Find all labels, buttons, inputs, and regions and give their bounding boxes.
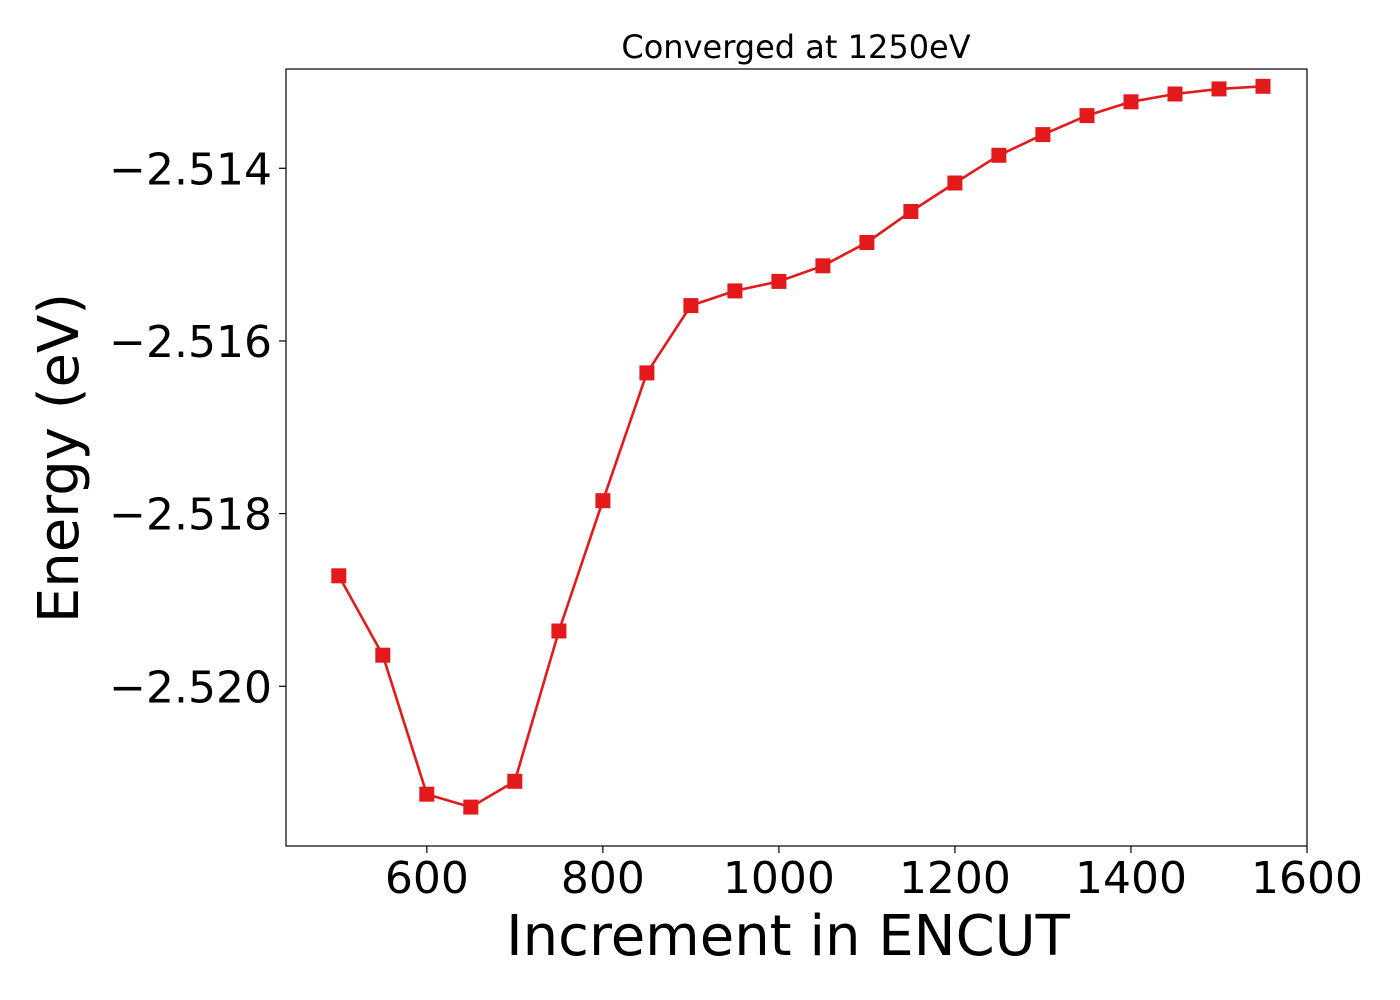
data-point-marker [1211,81,1227,97]
y-tick-label: −2.516 [109,317,272,368]
chart-title: Converged at 1250eV [621,28,970,66]
data-point-marker [859,235,875,250]
plot-area: 600 800 1000 1200 1400 1600 −2.514 −2.516 −2.518… [109,68,1363,904]
data-point-marker [815,258,831,274]
data-point-marker [331,568,347,584]
x-tick-label: 800 [561,853,645,904]
data-point-marker [991,147,1007,163]
data-point-marker [1167,86,1183,102]
data-point-marker [1035,127,1051,143]
data-point-marker [1123,94,1139,110]
data-point-marker [903,204,919,219]
data-point-marker [727,283,743,299]
data-point-marker [507,773,523,789]
data-point-marker [463,799,479,815]
plot-frame [285,68,1308,847]
x-axis-title: Increment in ENCUT [506,904,1071,969]
x-tick-label: 1000 [723,853,835,904]
data-point-marker [947,175,963,191]
y-tick-label: −2.514 [109,144,272,195]
series-line [337,85,1264,809]
x-tick-label: 600 [385,853,469,904]
data-point-marker [771,273,787,289]
y-tick-label: −2.518 [109,490,272,541]
y-tick-label: −2.520 [109,662,272,713]
data-point-marker [375,647,391,663]
x-tick-label: 1400 [1075,853,1187,904]
data-point-marker [551,623,567,639]
x-tick-label: 1200 [899,853,1011,904]
y-axis-title: Energy (eV) [27,293,92,623]
data-point-marker [1255,78,1271,94]
x-tick-label: 1600 [1251,853,1363,904]
data-point-marker [419,786,435,802]
data-point-marker [595,493,611,509]
data-point-marker [639,365,655,381]
data-point-marker [1079,108,1095,124]
data-point-marker [683,298,699,314]
